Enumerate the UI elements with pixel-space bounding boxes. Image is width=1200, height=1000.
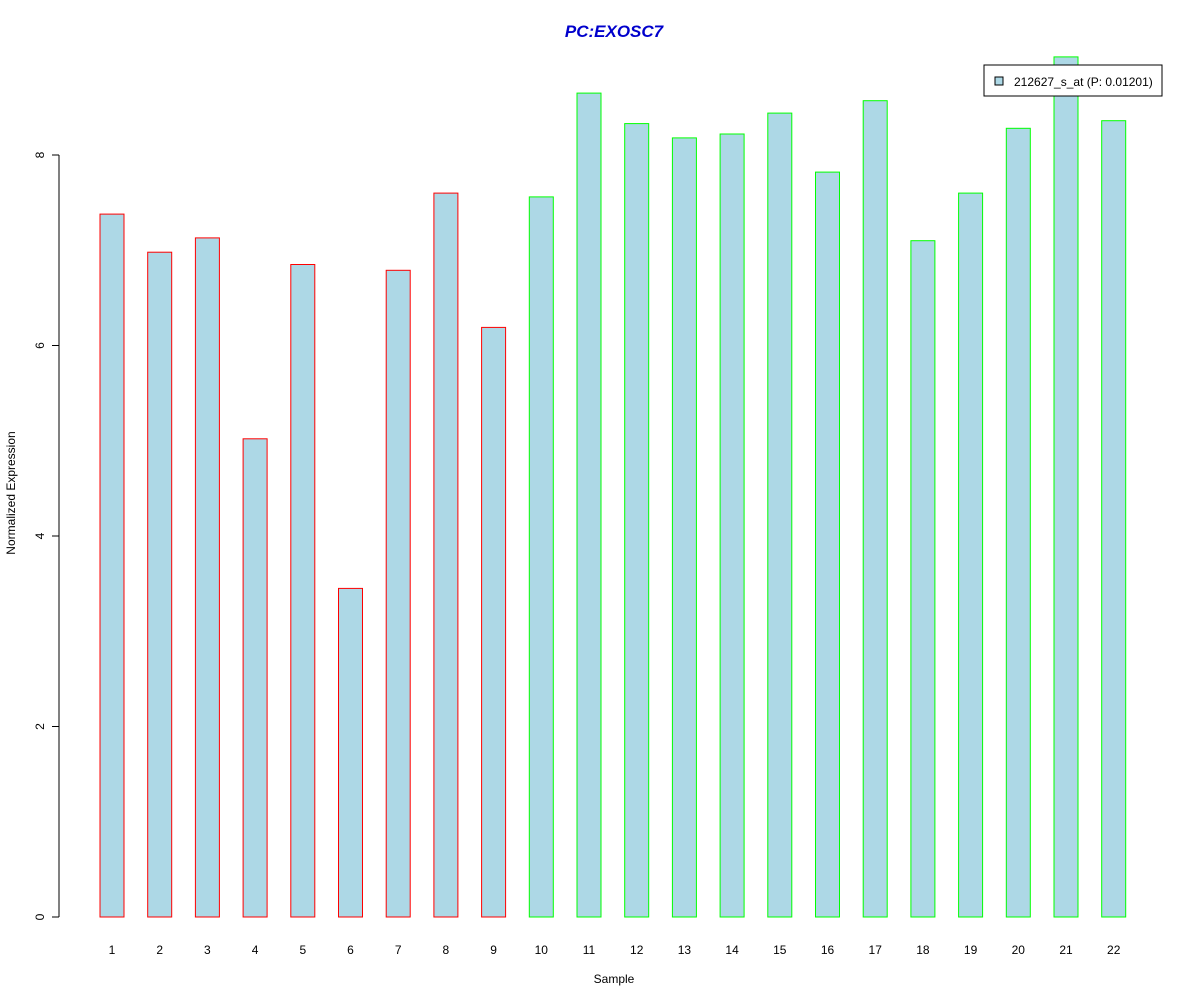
bar-sample-5: [290, 264, 316, 918]
bar-sample-20: [1005, 127, 1031, 918]
legend-box: [983, 64, 1163, 97]
x-axis-label: Sample: [594, 972, 635, 986]
x-tick-label: 7: [395, 943, 402, 957]
bar-sample-7: [385, 269, 411, 918]
legend-label: 212627_s_at (P: 0.01201): [1014, 75, 1153, 89]
bar-sample-21: [1053, 56, 1079, 918]
x-tick-label: 2: [156, 943, 163, 957]
x-tick-label: 10: [535, 943, 549, 957]
x-tick-label: 17: [869, 943, 883, 957]
x-tick-label: 13: [678, 943, 692, 957]
bar-sample-18: [910, 240, 936, 918]
y-tick-label: 6: [33, 342, 47, 349]
bar-sample-3: [194, 237, 220, 918]
legend-swatch: [994, 76, 1004, 86]
bar-sample-11: [576, 92, 602, 918]
bar-sample-1: [99, 213, 125, 918]
x-tick-label: 15: [773, 943, 787, 957]
x-tick-label: 1: [109, 943, 116, 957]
bar-sample-12: [624, 123, 650, 918]
bar-sample-17: [862, 100, 888, 918]
bar-sample-9: [481, 326, 507, 918]
x-tick-label: 4: [252, 943, 259, 957]
x-tick-label: 8: [443, 943, 450, 957]
y-tick-label: 0: [33, 913, 47, 920]
x-tick-label: 21: [1059, 943, 1073, 957]
y-tick-label: 8: [33, 151, 47, 158]
x-tick-label: 6: [347, 943, 354, 957]
x-tick-label: 19: [964, 943, 978, 957]
x-tick-label: 18: [916, 943, 930, 957]
x-tick-label: 20: [1012, 943, 1026, 957]
bar-sample-4: [242, 438, 268, 918]
bar-sample-19: [958, 192, 984, 918]
x-tick-label: 16: [821, 943, 835, 957]
bars-group: [99, 56, 1127, 918]
x-tick-label: 12: [630, 943, 644, 957]
x-tick-label: 14: [725, 943, 739, 957]
y-axis: 0 2 4 6 8: [33, 151, 60, 920]
legend: 212627_s_at (P: 0.01201): [983, 64, 1163, 97]
bar-sample-8: [433, 192, 459, 918]
bar-sample-6: [338, 587, 363, 918]
chart-title: PC:EXOSC7: [565, 22, 665, 41]
bar-sample-13: [671, 137, 697, 918]
x-tick-label: 11: [583, 943, 596, 957]
bar-sample-14: [719, 133, 745, 918]
y-axis-label: Normalized Expression: [4, 431, 18, 554]
x-tick-label: 22: [1107, 943, 1121, 957]
y-tick-label: 4: [33, 532, 47, 539]
x-tick-label: 3: [204, 943, 211, 957]
bar-sample-2: [147, 251, 173, 918]
bar-sample-16: [815, 171, 840, 918]
x-tick-label: 9: [490, 943, 497, 957]
y-tick-label: 2: [33, 723, 47, 730]
bar-sample-15: [767, 112, 793, 918]
x-tick-labels: 1 2 3 4 5 6 7 8 9 10 11 12 13 14 15 16 17 18 19 20 21 22: [109, 943, 1121, 957]
x-tick-label: 5: [299, 943, 306, 957]
bar-sample-10: [528, 196, 554, 918]
bar-sample-22: [1101, 120, 1127, 918]
